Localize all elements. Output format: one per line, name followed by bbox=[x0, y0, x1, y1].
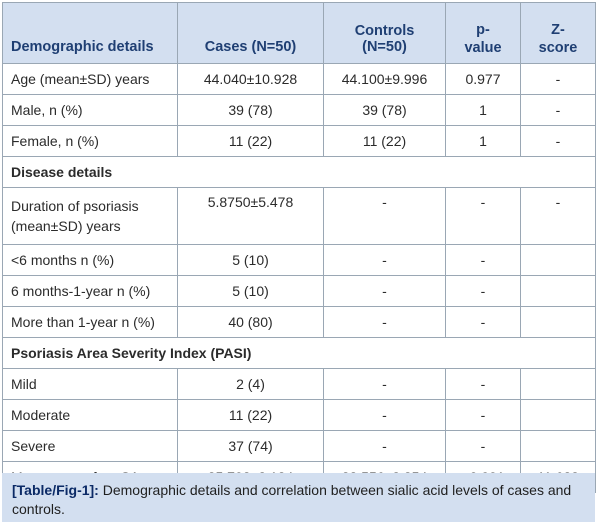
header-z-score: Z- score bbox=[520, 2, 596, 64]
table-cell: 40 (80) bbox=[177, 306, 324, 338]
table-cell bbox=[520, 399, 596, 431]
table-cell: - bbox=[323, 399, 446, 431]
table-cell: 0.977 bbox=[445, 63, 521, 95]
table-body: Age (mean±SD) years 44.040±10.928 44.100±9… bbox=[2, 63, 596, 493]
table-cell: - bbox=[445, 368, 521, 400]
caption-text: Demographic details and correlation betw… bbox=[12, 482, 572, 517]
section-label: Psoriasis Area Severity Index (PASI) bbox=[2, 337, 596, 369]
row-label: Moderate bbox=[2, 399, 178, 431]
table-cell: - bbox=[445, 275, 521, 307]
row-label: Severe bbox=[2, 430, 178, 462]
table-cell: 11 (22) bbox=[177, 399, 324, 431]
table-row: Age (mean±SD) years 44.040±10.928 44.100±9… bbox=[2, 63, 596, 95]
table-cell: - bbox=[520, 63, 596, 95]
table-cell: 5.8750±5.478 bbox=[177, 187, 324, 245]
table-section-row: Psoriasis Area Severity Index (PASI) bbox=[2, 337, 596, 369]
table-cell: - bbox=[520, 187, 596, 245]
row-label: Male, n (%) bbox=[2, 94, 178, 126]
header-cases: Cases (N=50) bbox=[177, 2, 324, 64]
table-cell: - bbox=[323, 187, 446, 245]
table-cell: - bbox=[445, 187, 521, 245]
table-cell: - bbox=[445, 399, 521, 431]
table-cell: 5 (10) bbox=[177, 275, 324, 307]
table-row: 6 months-1-year n (%) 5 (10) - - bbox=[2, 275, 596, 307]
header-z-line1: Z- bbox=[551, 22, 565, 38]
table-cell: - bbox=[445, 244, 521, 276]
demographics-table: Demographic details Cases (N=50) Control… bbox=[2, 2, 596, 493]
table-cell: - bbox=[445, 306, 521, 338]
table-cell bbox=[520, 275, 596, 307]
table-cell: 11 (22) bbox=[177, 125, 324, 157]
row-label: More than 1-year n (%) bbox=[2, 306, 178, 338]
table-row: <6 months n (%) 5 (10) - - bbox=[2, 244, 596, 276]
table-cell: - bbox=[323, 430, 446, 462]
row-label: Female, n (%) bbox=[2, 125, 178, 157]
table-cell: - bbox=[323, 368, 446, 400]
table-header-row: Demographic details Cases (N=50) Control… bbox=[2, 2, 596, 64]
table-cell: 1 bbox=[445, 125, 521, 157]
table-row: Mild 2 (4) - - bbox=[2, 368, 596, 400]
table-cell: - bbox=[445, 430, 521, 462]
row-label: 6 months-1-year n (%) bbox=[2, 275, 178, 307]
header-p-value: p- value bbox=[445, 2, 521, 64]
table-cell: 11 (22) bbox=[323, 125, 446, 157]
table-cell: 1 bbox=[445, 94, 521, 126]
table-cell: 44.040±10.928 bbox=[177, 63, 324, 95]
table-cell: 44.100±9.996 bbox=[323, 63, 446, 95]
figure-caption: [Table/Fig-1]: Demographic details and c… bbox=[2, 473, 595, 522]
table-cell bbox=[520, 306, 596, 338]
table-cell: 2 (4) bbox=[177, 368, 324, 400]
table-cell bbox=[520, 244, 596, 276]
table-cell: 39 (78) bbox=[323, 94, 446, 126]
table-cell: - bbox=[323, 275, 446, 307]
table-cell: 39 (78) bbox=[177, 94, 324, 126]
table-cell bbox=[520, 430, 596, 462]
table-cell: 5 (10) bbox=[177, 244, 324, 276]
table-section-row: Disease details bbox=[2, 156, 596, 188]
table-cell: 37 (74) bbox=[177, 430, 324, 462]
table-cell: - bbox=[323, 306, 446, 338]
header-p-line2: value bbox=[464, 40, 502, 56]
header-z-line2: score bbox=[538, 40, 578, 56]
header-controls: Controls (N=50) bbox=[323, 2, 446, 64]
row-label: <6 months n (%) bbox=[2, 244, 178, 276]
header-p-line1: p- bbox=[476, 22, 490, 38]
table-row: Moderate 11 (22) - - bbox=[2, 399, 596, 431]
row-label: Duration of psoriasis (mean±SD) years bbox=[2, 187, 178, 245]
table-row: More than 1-year n (%) 40 (80) - - bbox=[2, 306, 596, 338]
table-row: Male, n (%) 39 (78) 39 (78) 1- bbox=[2, 94, 596, 126]
table-row: Severe 37 (74) - - bbox=[2, 430, 596, 462]
table-cell bbox=[520, 368, 596, 400]
table-row: Duration of psoriasis (mean±SD) years 5.8… bbox=[2, 187, 596, 245]
row-label: Mild bbox=[2, 368, 178, 400]
table-row: Female, n (%) 11 (22) 11 (22) 1- bbox=[2, 125, 596, 157]
section-label: Disease details bbox=[2, 156, 596, 188]
caption-tag: [Table/Fig-1]: bbox=[12, 482, 99, 498]
table-cell: - bbox=[323, 244, 446, 276]
table-cell: - bbox=[520, 125, 596, 157]
table-cell: - bbox=[520, 94, 596, 126]
header-demographic-details: Demographic details bbox=[2, 2, 178, 64]
row-label: Age (mean±SD) years bbox=[2, 63, 178, 95]
